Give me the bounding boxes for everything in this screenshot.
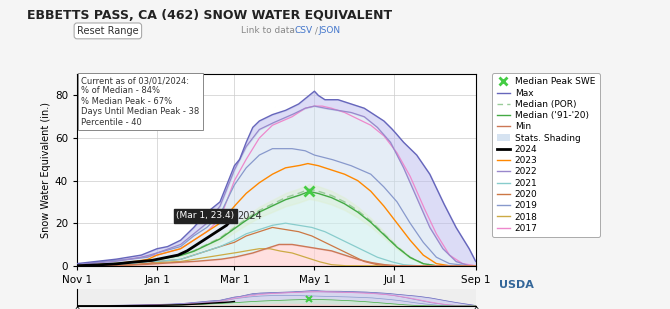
Text: /: / bbox=[312, 26, 320, 36]
Text: Link to data:: Link to data: bbox=[241, 26, 301, 36]
Text: USDA: USDA bbox=[499, 281, 534, 290]
Text: JSON: JSON bbox=[318, 26, 340, 36]
Y-axis label: Snow Water Equivalent (in.): Snow Water Equivalent (in.) bbox=[41, 102, 51, 238]
Legend: Median Peak SWE, Max, Median (POR), Median ('91-'20), Min, Stats. Shading, 2024,: Median Peak SWE, Max, Median (POR), Medi… bbox=[492, 73, 600, 237]
Text: Reset Range: Reset Range bbox=[77, 26, 139, 36]
Text: 2024: 2024 bbox=[237, 211, 262, 221]
Text: Current as of 03/01/2024:
% of Median - 84%
% Median Peak - 67%
Days Until Media: Current as of 03/01/2024: % of Median - … bbox=[81, 76, 199, 127]
Text: (Mar 1, 23.4): (Mar 1, 23.4) bbox=[176, 211, 234, 220]
Text: EBBETTS PASS, CA (462) SNOW WATER EQUIVALENT: EBBETTS PASS, CA (462) SNOW WATER EQUIVA… bbox=[27, 9, 392, 22]
Text: CSV: CSV bbox=[295, 26, 313, 36]
